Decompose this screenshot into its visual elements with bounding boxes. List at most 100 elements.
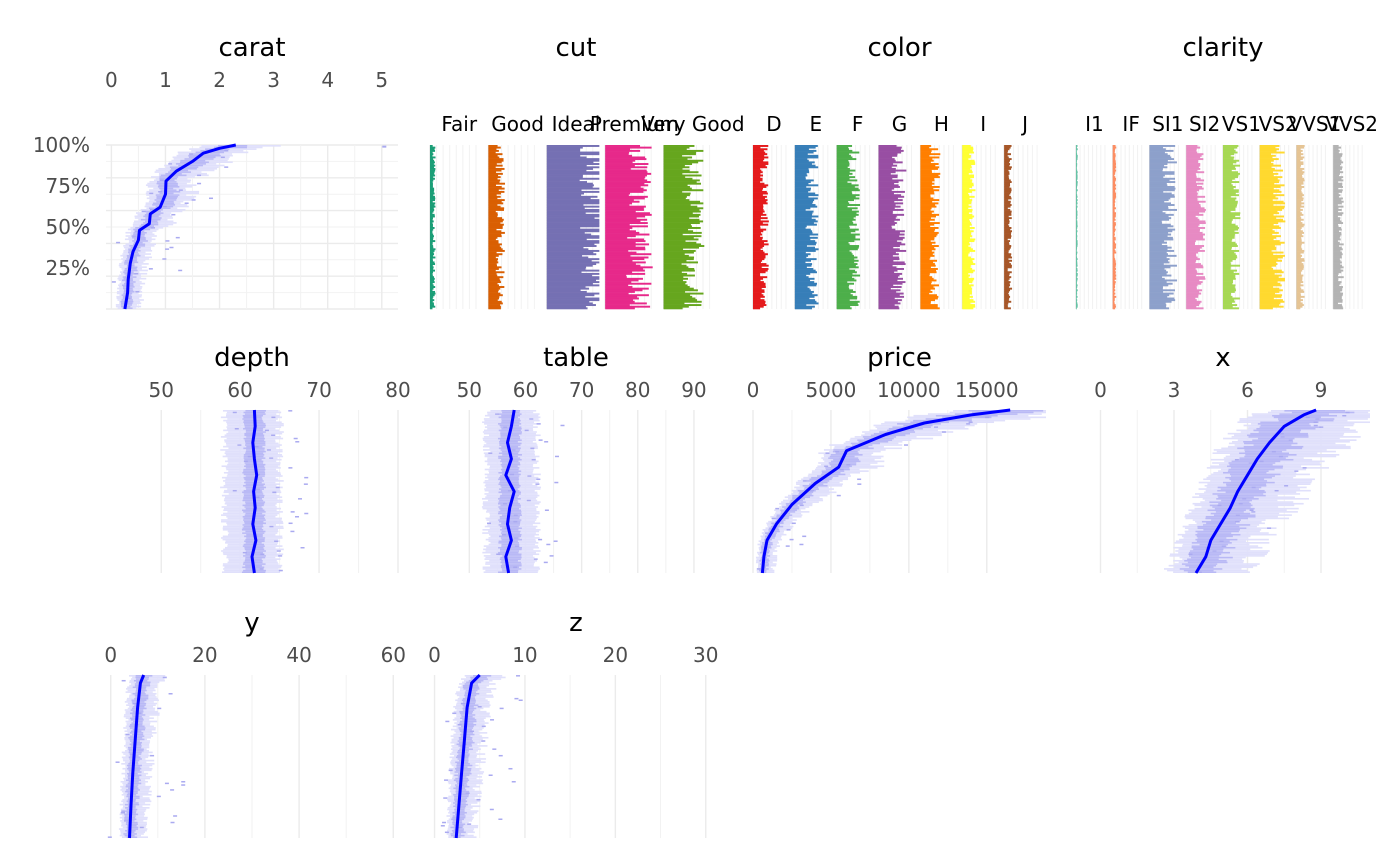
proportion-bar: [836, 235, 856, 238]
spread-band-inner: [131, 741, 143, 744]
proportion-bar: [1112, 220, 1115, 223]
proportion-bar: [430, 279, 435, 282]
proportion-bar: [430, 153, 434, 156]
proportion-bar: [1004, 205, 1011, 208]
proportion-bar: [794, 154, 819, 157]
proportion-bar: [1186, 236, 1204, 239]
proportion-bar: [753, 231, 761, 234]
proportion-bar: [663, 145, 695, 147]
spread-band-inner: [136, 681, 151, 684]
proportion-bar: [1004, 290, 1009, 293]
proportion-bar: [1296, 294, 1301, 297]
proportion-bar: [1149, 277, 1165, 280]
proportion-bar: [920, 174, 939, 177]
proportion-bar: [1112, 200, 1116, 203]
proportion-bar: [1186, 166, 1199, 169]
proportion-bar: [794, 194, 819, 197]
proportion-bar: [605, 289, 643, 292]
proportion-bar: [1296, 286, 1301, 288]
proportion-bar: [1076, 161, 1077, 164]
proportion-bar: [488, 261, 499, 264]
proportion-bar: [1004, 243, 1010, 246]
proportion-bar: [1223, 282, 1233, 285]
proportion-bar: [836, 207, 858, 210]
proportion-bar: [920, 218, 935, 221]
proportion-bar: [753, 194, 763, 197]
proportion-bar: [1112, 276, 1116, 279]
proportion-bar: [1186, 220, 1206, 223]
proportion-bar: [488, 227, 503, 229]
proportion-bar: [1076, 266, 1077, 269]
proportion-bar: [1186, 266, 1204, 269]
proportion-bar: [1186, 281, 1203, 284]
proportion-bar: [753, 218, 761, 221]
proportion-bar: [1259, 182, 1275, 185]
proportion-bar: [836, 286, 849, 288]
proportion-bar: [962, 245, 969, 247]
proportion-bar: [1259, 307, 1273, 310]
category-vvs2: VVS2: [1325, 112, 1378, 310]
proportion-bar: [605, 200, 640, 203]
proportion-bar: [1076, 233, 1078, 236]
proportion-bar: [794, 272, 811, 275]
proportion-bar: [1333, 172, 1340, 175]
proportion-bar: [1186, 228, 1201, 231]
proportion-bar: [1149, 190, 1164, 193]
proportion-bar: [430, 295, 434, 298]
spread-band-inner: [498, 488, 518, 490]
proportion-bar: [663, 251, 694, 254]
panel-z: z0 10 20 30: [428, 608, 718, 839]
proportion-bar: [753, 148, 768, 151]
proportion-bar: [753, 299, 765, 302]
proportion-bar: [753, 248, 761, 251]
proportion-bar: [1259, 218, 1284, 221]
proportion-bar: [1076, 236, 1078, 239]
proportion-bar: [878, 233, 905, 236]
proportion-bar: [1186, 245, 1205, 247]
proportion-bar: [488, 177, 498, 180]
proportion-bar: [1259, 271, 1284, 274]
proportion-bar: [1333, 192, 1339, 195]
median-line: [454, 673, 481, 839]
proportion-bar: [1004, 210, 1012, 213]
proportion-bar: [794, 261, 806, 264]
proportion-bar: [878, 235, 900, 238]
proportion-bar: [488, 161, 502, 164]
proportion-bar: [1333, 276, 1344, 279]
proportion-bar: [1076, 167, 1077, 170]
proportion-bar: [1223, 148, 1235, 151]
proportion-bar: [1076, 294, 1077, 297]
proportion-bar: [1004, 194, 1010, 197]
proportion-bar: [836, 220, 853, 223]
spread-band-inner: [498, 491, 522, 494]
proportion-bar: [1259, 151, 1285, 154]
proportion-bar: [488, 148, 497, 151]
proportion-bar: [1296, 189, 1302, 192]
proportion-bar: [605, 179, 648, 182]
proportion-bar: [605, 190, 644, 193]
proportion-bar: [1076, 277, 1078, 280]
proportion-bar: [1004, 241, 1009, 244]
proportion-bar: [920, 182, 935, 185]
proportion-bar: [605, 159, 636, 162]
proportion-bar: [605, 279, 639, 282]
proportion-bar: [663, 231, 702, 234]
spread-band-inner: [134, 704, 146, 706]
proportion-bar: [605, 210, 636, 213]
proportion-bar: [878, 174, 898, 177]
proportion-bar: [546, 207, 585, 210]
proportion-bar: [1333, 248, 1343, 251]
proportion-bar: [1076, 197, 1077, 200]
proportion-bar: [794, 192, 816, 195]
proportion-bar: [1149, 171, 1175, 174]
proportion-bar: [430, 248, 436, 251]
proportion-bar: [962, 251, 970, 254]
proportion-bar: [1333, 241, 1340, 244]
proportion-bar: [962, 217, 973, 220]
x-tick-label: 10000: [877, 378, 941, 402]
proportion-bar: [546, 290, 587, 293]
proportion-bar: [1223, 264, 1241, 267]
spread-band-outer: [141, 210, 183, 213]
proportion-bar: [1259, 299, 1283, 302]
spread-band-outer: [1237, 439, 1357, 441]
